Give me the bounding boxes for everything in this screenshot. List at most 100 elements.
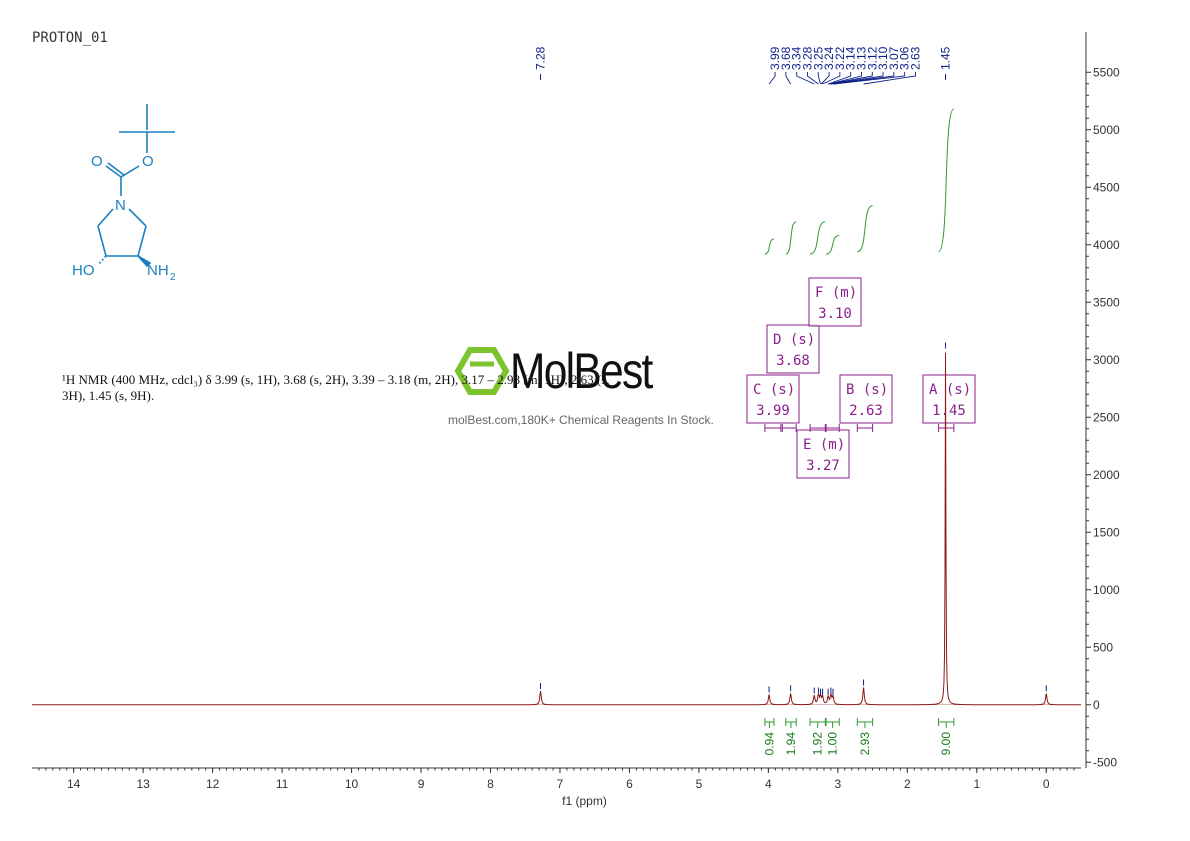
molecule-structure: O O N HO NH 2 (72, 104, 176, 283)
integration-value: 1.92 (811, 732, 825, 756)
peak-label-leader (768, 72, 776, 85)
multiplet-label: F (m) (815, 285, 857, 301)
multiplet-boxes: A (s) 1.45 B (s) 2.63 C (s) 3.99 D (s) 3.68 E (m… (746, 277, 976, 479)
x-tick-label: 9 (418, 777, 425, 791)
mol-label-ho: HO (72, 262, 95, 279)
multiplet-shift: 3.99 (756, 403, 790, 419)
x-axis-label: f1 (ppm) (562, 794, 607, 808)
x-tick-label: 3 (835, 777, 842, 791)
integral-curve (938, 108, 955, 253)
mol-bond (107, 162, 125, 176)
watermark-tagline: molBest.com,180K+ Chemical Reagents In S… (448, 413, 714, 427)
multiplet-shift: 3.27 (806, 458, 840, 474)
y-tick-label: 2500 (1093, 410, 1120, 424)
y-tick-label: 2000 (1093, 468, 1120, 482)
x-tick-label: 0 (1043, 777, 1050, 791)
peak-label: 3.07 (887, 46, 901, 70)
integration-value: 2.93 (858, 732, 872, 756)
peak-label-leader (820, 72, 830, 85)
peak-label-leader (807, 72, 819, 85)
y-tick-label: 0 (1093, 698, 1100, 712)
y-tick-label: 500 (1093, 640, 1113, 654)
y-tick-label: -500 (1093, 755, 1117, 769)
peak-label: 3.99 (768, 46, 782, 70)
x-tick-label: 2 (904, 777, 911, 791)
mol-hash-bond (97, 255, 107, 266)
mol-wedge-bond (137, 255, 152, 268)
peak-label: 3.14 (844, 46, 858, 70)
x-tick-label: 11 (276, 777, 289, 791)
peak-label: 3.06 (898, 46, 912, 70)
peak-label-leader (832, 72, 895, 85)
x-tick-label: 4 (765, 777, 772, 791)
peak-label: 1.45 (939, 46, 953, 70)
spectrum-trace (32, 342, 1081, 706)
multiplet-box (766, 324, 820, 374)
mol-label-o1: O (91, 153, 103, 170)
peak-label-leader (828, 72, 862, 85)
peak-labels: 7.28 3.993.683.343.283.253.243.223.143.13… (534, 46, 953, 85)
peak-label: 3.10 (876, 46, 890, 70)
multiplet-label: C (s) (753, 382, 795, 398)
x-tick-label: 10 (345, 777, 359, 791)
x-tick-label: 5 (696, 777, 703, 791)
integration-bars: 0.94 1.94 1.92 1.00 2.93 9.00 (762, 718, 955, 756)
multiplet-shift: 3.68 (776, 353, 810, 369)
watermark-brand: MolBest (510, 343, 653, 399)
multiplet-label: E (m) (803, 437, 845, 453)
mol-label-n: N (115, 197, 126, 214)
peak-label: 3.28 (800, 46, 814, 70)
peak-label: 3.68 (779, 46, 793, 70)
multiplet-box (839, 374, 893, 424)
y-tick-label: 1000 (1093, 583, 1120, 597)
y-tick-label: 4000 (1093, 238, 1120, 252)
integral-curve (825, 235, 840, 255)
mol-bond (137, 225, 147, 257)
integration-value: 9.00 (939, 732, 953, 756)
spectrum-title: PROTON_01 (32, 30, 108, 46)
peak-label: 3.25 (811, 46, 825, 70)
peak-label-leader (829, 72, 873, 85)
integral-curve (857, 205, 873, 253)
mol-label-nh: NH (147, 262, 169, 279)
y-tick-label: 3500 (1093, 295, 1120, 309)
peak-label-leader (830, 72, 884, 85)
multiplet-box (796, 429, 850, 479)
x-tick-label: 14 (67, 777, 81, 791)
integral-curve (764, 238, 775, 255)
multiplet-box (746, 374, 800, 424)
y-tick-label: 1500 (1093, 525, 1120, 539)
peak-label-leader (863, 72, 916, 85)
y-tick-label: 4500 (1093, 180, 1120, 194)
peak-label: 3.34 (790, 46, 804, 70)
nmr-description: ¹H NMR (400 MHz, cdcl₃) δ 3.99 (s, 1H), … (62, 372, 610, 403)
mol-label-sub: 2 (170, 272, 176, 283)
peak-label: 7.28 (534, 46, 548, 70)
mol-bond (105, 165, 122, 178)
x-tick-label: 6 (626, 777, 633, 791)
x-tick-label: 8 (487, 777, 494, 791)
x-tick-label: 13 (136, 777, 150, 791)
integration-value: 1.94 (784, 732, 798, 756)
watermark-logo-icon (454, 347, 510, 395)
integral-curve (785, 221, 797, 255)
y-tick-label: 5500 (1093, 65, 1120, 79)
peak-label-leader (822, 72, 841, 85)
multiplet-box (922, 374, 976, 424)
multiplet-label: D (s) (773, 332, 815, 348)
peak-label-leader (817, 72, 821, 85)
peak-label: 3.12 (865, 46, 879, 70)
mol-bond (120, 165, 140, 178)
multiplet-shift: 1.45 (932, 403, 966, 419)
mol-bond (97, 208, 114, 227)
peak-label-leader (785, 72, 792, 85)
multiplet-shift: 3.10 (818, 306, 852, 322)
peak-label: 3.22 (833, 46, 847, 70)
y-tick-label: 3000 (1093, 353, 1120, 367)
peak-label: 3.13 (854, 46, 868, 70)
peak-label: 2.63 (908, 46, 922, 70)
integral-curves (764, 108, 955, 255)
mol-label-o2: O (142, 153, 154, 170)
x-tick-label: 7 (557, 777, 564, 791)
